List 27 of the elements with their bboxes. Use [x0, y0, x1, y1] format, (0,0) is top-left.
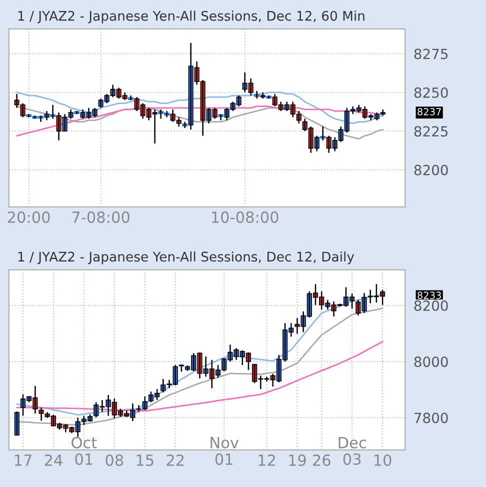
x-tick-label: Dec 03: [338, 437, 366, 465]
x-tick-label: 08: [106, 454, 124, 466]
chart-title: 1 / JYAZ2 - Japanese Yen-All Sessions, Dec 12, 60 Min: [18, 10, 364, 24]
text: 8233: [418, 292, 441, 299]
y-tick-label: 8200: [414, 300, 448, 311]
y-tick-label: 8200: [414, 164, 448, 176]
chart-title: 1 / JYAZ2 - Japanese Yen-All Sessions, Dec 12, Daily: [18, 251, 354, 264]
x-tick-label: 24: [44, 454, 62, 466]
y-tick-label: 7800: [414, 412, 448, 424]
x-tick-label: 17: [14, 454, 32, 466]
x-tick-label: 26: [312, 454, 330, 466]
x-tick-label: 20:00: [8, 211, 50, 223]
candlestick: [14, 410, 20, 436]
x-tick-label: 10-08:00: [212, 211, 278, 223]
x-tick-label: 12: [258, 454, 275, 466]
x-tick-label: 15: [136, 454, 154, 466]
y-tick-label: 8250: [414, 87, 448, 98]
x-tick-label: Oct 01: [72, 436, 97, 465]
y-tick-label: 8275: [414, 48, 448, 60]
x-tick-label: 19: [289, 454, 306, 466]
x-tick-label: 10: [374, 454, 392, 466]
y-tick-label: 8000: [414, 356, 448, 368]
y-tick-label: 8225: [414, 126, 448, 137]
x-tick-label: Nov 01: [210, 437, 239, 465]
text: 8237: [418, 108, 441, 116]
x-tick-label: 22: [166, 454, 184, 466]
x-tick-label: 7-08:00: [72, 211, 130, 223]
